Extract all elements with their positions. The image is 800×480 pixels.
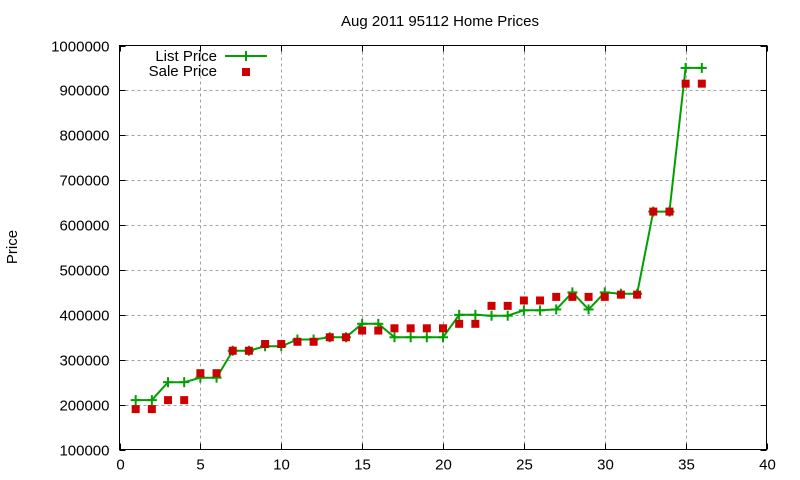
square-marker-icon (212, 369, 221, 378)
legend: List Price Sale Price (149, 48, 267, 80)
series-list-price (130, 62, 707, 406)
y-tick-label: 300000 (59, 353, 109, 370)
y-tick-label: 500000 (59, 263, 109, 280)
y-tick-label: 400000 (59, 308, 109, 325)
x-tick-label: 40 (759, 457, 776, 474)
x-axis-tick-labels: 0 5 10 15 20 25 30 35 40 (116, 457, 776, 474)
square-marker-icon (325, 333, 334, 342)
y-tick-label: 900000 (59, 83, 109, 100)
x-tick-label: 25 (516, 457, 533, 474)
legend-label-sale-price: Sale Price (149, 63, 217, 80)
square-marker-icon (616, 290, 625, 299)
square-marker-icon (681, 79, 690, 88)
square-marker-icon (406, 324, 415, 333)
square-marker-icon (147, 405, 156, 414)
square-marker-icon (665, 207, 674, 216)
y-tick-label: 100000 (59, 443, 109, 460)
square-marker-icon (293, 337, 302, 346)
x-tick-label: 5 (196, 457, 204, 474)
square-marker-icon (309, 337, 318, 346)
y-tick-label: 200000 (59, 398, 109, 415)
y-tick-label: 800000 (59, 128, 109, 145)
legend-label-list-price: List Price (155, 48, 217, 65)
square-marker-icon (568, 292, 577, 301)
x-tick-label: 15 (354, 457, 371, 474)
series-sale-price (131, 79, 706, 414)
legend-square-icon (242, 68, 250, 76)
square-marker-icon (471, 319, 480, 328)
y-axis-tick-labels: 100000 200000 300000 400000 500000 600000 7000… (51, 39, 109, 460)
y-axis-label: Price (4, 230, 21, 264)
square-marker-icon (633, 290, 642, 299)
y-tick-label: 600000 (59, 218, 109, 235)
square-marker-icon (164, 396, 173, 405)
square-marker-icon (422, 324, 431, 333)
square-marker-icon (487, 301, 496, 310)
square-marker-icon (503, 301, 512, 310)
square-marker-icon (649, 207, 658, 216)
chart-title: Aug 2011 95112 Home Prices (341, 13, 539, 30)
x-tick-label: 35 (678, 457, 695, 474)
square-marker-icon (358, 326, 367, 335)
square-marker-icon (180, 396, 189, 405)
square-marker-icon (196, 369, 205, 378)
square-marker-icon (228, 346, 237, 355)
x-tick-label: 0 (116, 457, 124, 474)
square-marker-icon (536, 296, 545, 305)
square-marker-icon (390, 324, 399, 333)
list-price-line (135, 66, 702, 402)
x-tick-label: 20 (435, 457, 452, 474)
square-marker-icon (455, 319, 464, 328)
y-tick-label: 700000 (59, 173, 109, 190)
square-marker-icon (277, 340, 286, 349)
square-marker-icon (552, 292, 561, 301)
square-marker-icon (374, 326, 383, 335)
square-marker-icon (341, 333, 350, 342)
square-marker-icon (439, 324, 447, 333)
square-marker-icon (131, 405, 140, 414)
x-tick-label: 30 (597, 457, 614, 474)
square-marker-icon (697, 79, 706, 88)
square-marker-icon (244, 346, 253, 355)
square-marker-icon (584, 292, 593, 301)
grid-lines (119, 45, 767, 450)
square-marker-icon (519, 296, 528, 305)
y-tick-label: 1000000 (51, 39, 109, 56)
square-marker-icon (261, 340, 270, 349)
square-marker-icon (600, 292, 609, 301)
axis-ticks (119, 45, 768, 451)
x-tick-label: 10 (273, 457, 290, 474)
